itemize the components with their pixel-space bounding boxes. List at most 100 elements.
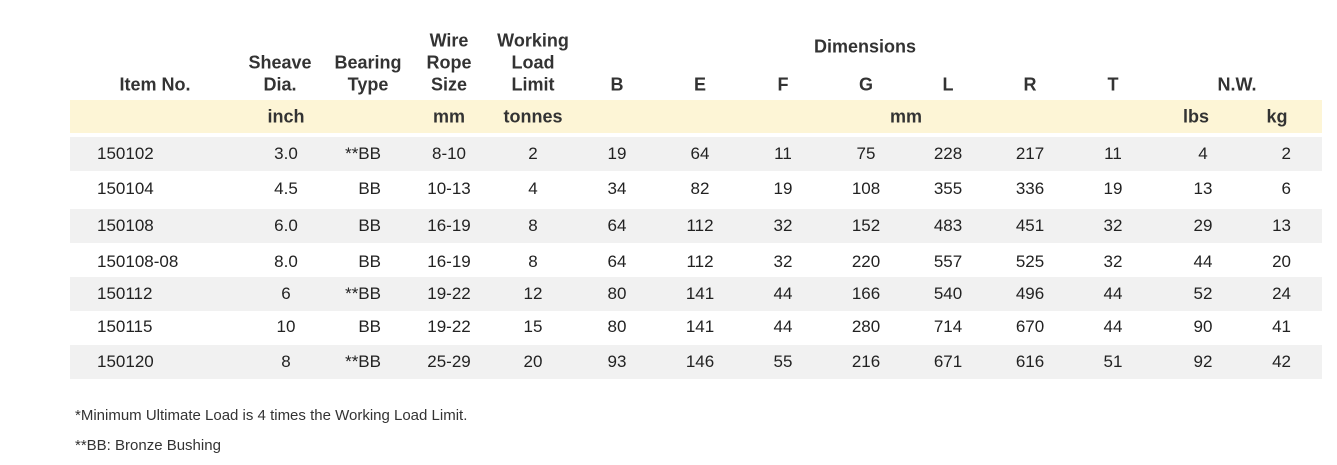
cell: 10 (276, 317, 296, 336)
column-header: Working (497, 30, 569, 51)
column-header: B (610, 74, 624, 95)
cell: BB (358, 317, 381, 336)
cell: 166 (851, 284, 881, 303)
cell: 355 (933, 179, 963, 198)
column-header: Size (430, 74, 468, 95)
cell: 280 (851, 317, 881, 336)
cell: 19-22 (427, 317, 471, 336)
cell: 146 (685, 352, 715, 371)
cell: 150120 (97, 352, 154, 371)
cell: **BB (345, 144, 381, 163)
unit-label: tonnes (503, 106, 563, 127)
cell: 496 (1015, 284, 1045, 303)
cell: 152 (851, 216, 881, 235)
cell: 6.0 (274, 216, 298, 235)
column-header: Bearing (334, 52, 402, 73)
cell: 112 (686, 216, 714, 235)
column-header: L (942, 74, 954, 95)
cell: 20 (523, 352, 543, 371)
cell: 29 (1193, 216, 1213, 235)
cell: 483 (933, 216, 963, 235)
cell: 92 (1193, 352, 1213, 371)
cell: 44 (773, 317, 793, 336)
cell: 8-10 (431, 144, 467, 163)
column-header: Sheave (248, 52, 312, 73)
cell: 32 (773, 216, 793, 235)
cell: 141 (685, 284, 715, 303)
cell: 228 (933, 144, 963, 163)
cell: 44 (1193, 252, 1213, 271)
cell: 55 (773, 352, 793, 371)
unit-label: mm (432, 106, 466, 127)
cell: 216 (851, 352, 881, 371)
cell: **BB (345, 284, 381, 303)
column-header: E (693, 74, 707, 95)
row-band (70, 345, 1322, 379)
cell: 32 (1103, 216, 1123, 235)
cell: 25-29 (427, 352, 471, 371)
cell: 82 (690, 179, 710, 198)
cell: 4.5 (274, 179, 298, 198)
column-header: Load (511, 52, 555, 73)
cell: 4 (1198, 144, 1208, 163)
cell: 217 (1015, 144, 1045, 163)
cell: 75 (856, 144, 876, 163)
cell: 32 (773, 252, 793, 271)
cell: 451 (1015, 216, 1045, 235)
cell: 150104 (97, 179, 154, 198)
cell: 8.0 (274, 252, 298, 271)
cell: 525 (1015, 252, 1045, 271)
cell: 64 (607, 252, 627, 271)
cell: 11 (774, 144, 792, 163)
cell: 540 (933, 284, 963, 303)
unit-label: inch (267, 106, 305, 127)
cell: 8 (528, 216, 538, 235)
cell: 714 (933, 317, 963, 336)
cell: 4 (528, 179, 538, 198)
cell: **BB (345, 352, 381, 371)
column-header: Item No. (119, 74, 191, 95)
cell: 16-19 (427, 252, 471, 271)
cell: 11 (1104, 144, 1122, 163)
column-header: Rope (426, 52, 472, 73)
cell: 90 (1193, 317, 1213, 336)
cell: 41 (1272, 317, 1291, 336)
cell: 141 (685, 317, 715, 336)
cell: 616 (1015, 352, 1045, 371)
cell: 6 (281, 284, 291, 303)
column-header: Limit (511, 74, 555, 95)
column-header: Wire (429, 30, 469, 51)
cell: 13 (1272, 216, 1291, 235)
cell: 557 (933, 252, 963, 271)
row-band (70, 137, 1322, 171)
cell: 32 (1103, 252, 1123, 271)
cell: 671 (933, 352, 963, 371)
cell: 19-22 (427, 284, 471, 303)
footnote: *Minimum Ultimate Load is 4 times the Wo… (75, 407, 468, 424)
column-header: Dia. (263, 74, 297, 95)
cell: 80 (607, 317, 627, 336)
footnote: **BB: Bronze Bushing (75, 437, 221, 454)
column-header: Type (347, 74, 389, 95)
cell: 44 (1103, 317, 1123, 336)
cell: 12 (523, 284, 543, 303)
column-header: G (858, 74, 874, 95)
row-band (70, 277, 1322, 311)
cell: 150108 (97, 216, 154, 235)
cell: 6 (1281, 179, 1291, 198)
column-header: R (1023, 74, 1037, 95)
cell: 16-19 (427, 216, 471, 235)
cell: 336 (1015, 179, 1045, 198)
cell: BB (358, 179, 381, 198)
cell: 150102 (97, 144, 154, 163)
group-header: Dimensions (813, 36, 917, 57)
cell: 64 (690, 144, 710, 163)
cell: 8 (281, 352, 291, 371)
column-header: T (1107, 74, 1119, 95)
unit-label: lbs (1182, 106, 1210, 127)
cell: 150115 (97, 317, 153, 336)
cell: 10-13 (427, 179, 471, 198)
cell: 150108-08 (97, 252, 179, 271)
units-band (70, 100, 1322, 133)
